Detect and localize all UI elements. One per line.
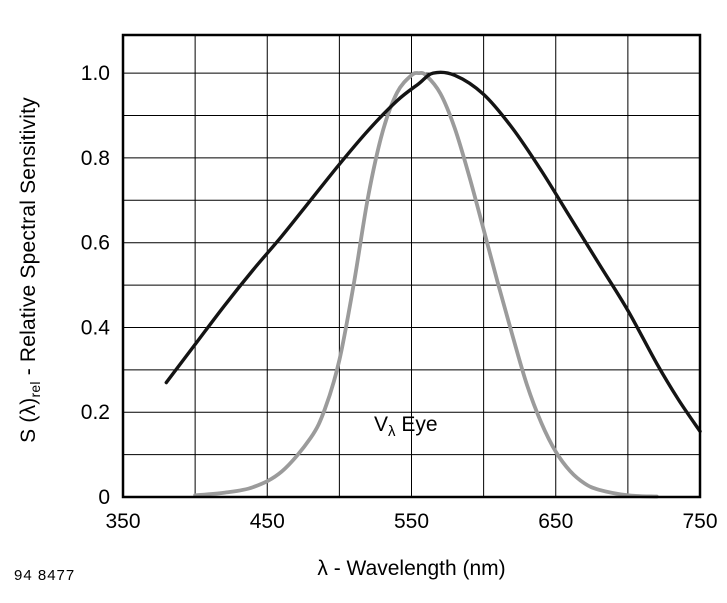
annotation-subscript: λ [388, 422, 396, 440]
x-tick-label: 650 [538, 510, 573, 533]
x-tick-label: 750 [682, 510, 717, 533]
x-axis-label: λ - Wavelength (nm) [317, 557, 506, 580]
x-tick-label: 350 [105, 510, 140, 533]
y-tick-label: 0.4 [81, 316, 111, 339]
y-tick-label: 0 [98, 486, 110, 509]
y-axis-label: S (λ)rel - Relative Spectral Sensitivity [17, 97, 43, 443]
y-axis-label-subscript: rel [27, 381, 43, 398]
y-tick-label: 1.0 [81, 62, 110, 85]
y-tick-label: 0.6 [81, 232, 110, 255]
annotation-text: Eye [395, 412, 438, 436]
y-tick-label: 0.2 [81, 401, 110, 424]
y-axis-label-pre: S (λ) [17, 397, 40, 443]
x-tick-label: 550 [394, 510, 429, 533]
figure-note: 94 8477 [14, 567, 76, 584]
series-curve-detector [164, 70, 702, 433]
y-axis-label-post: - Relative Spectral Sensitivity [17, 97, 40, 382]
annotation-symbol: V [373, 412, 388, 436]
plot-frame [121, 33, 702, 499]
series-curve-eye [193, 71, 659, 499]
eye-curve-annotation: Vλ Eye [374, 413, 438, 440]
y-tick-label: 0.8 [81, 147, 110, 170]
x-tick-label: 450 [250, 510, 285, 533]
